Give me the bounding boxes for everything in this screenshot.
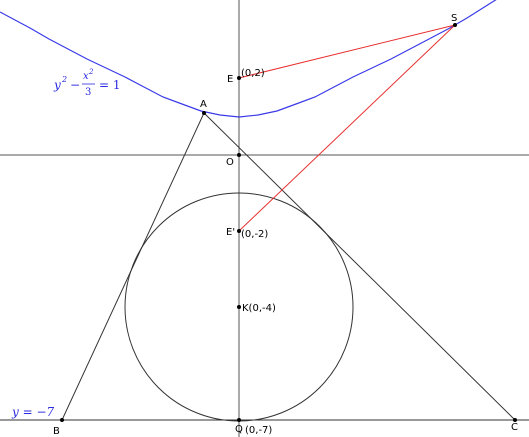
- eq-num-exp: 2: [88, 68, 94, 76]
- eq-rhs: = 1: [99, 78, 121, 92]
- point-k: [237, 305, 241, 309]
- point-o: [237, 153, 241, 157]
- eq-den: 3: [85, 87, 91, 98]
- label-c: C: [511, 422, 518, 433]
- eq-y-exp: 2: [61, 75, 67, 84]
- triangle: [61, 112, 517, 421]
- label-s: S: [451, 13, 457, 24]
- point-c: [513, 418, 517, 422]
- directrix-label: y = −7: [11, 405, 55, 419]
- label-q: Q: [235, 424, 243, 435]
- label-b: B: [53, 426, 60, 437]
- point-e: [237, 76, 241, 80]
- label-e-prime: E': [226, 227, 235, 238]
- point-e-prime: [237, 229, 241, 233]
- label-e-coord: (0,2): [241, 68, 265, 79]
- hyperbola-equation: y 2 − x 2 3 = 1: [53, 68, 121, 98]
- focal-line-e-prime: [238, 24, 456, 232]
- point-q: [237, 418, 241, 422]
- label-o: O: [226, 157, 234, 168]
- label-k: K(0,-4): [242, 303, 276, 314]
- point-b: [60, 418, 64, 422]
- label-e-prime-coord: (0,-2): [241, 229, 268, 240]
- points: [60, 23, 517, 422]
- hyperbola: [0, 0, 497, 118]
- eq-num: x: [83, 71, 89, 82]
- label-a: A: [200, 99, 207, 110]
- point-a: [202, 111, 206, 115]
- label-q-coord: (0,-7): [245, 425, 272, 436]
- point-s: [453, 23, 457, 27]
- label-e: E: [227, 74, 233, 85]
- eq-minus: −: [70, 78, 80, 92]
- eq-y: y: [53, 78, 61, 92]
- focal-line-e: [238, 24, 456, 79]
